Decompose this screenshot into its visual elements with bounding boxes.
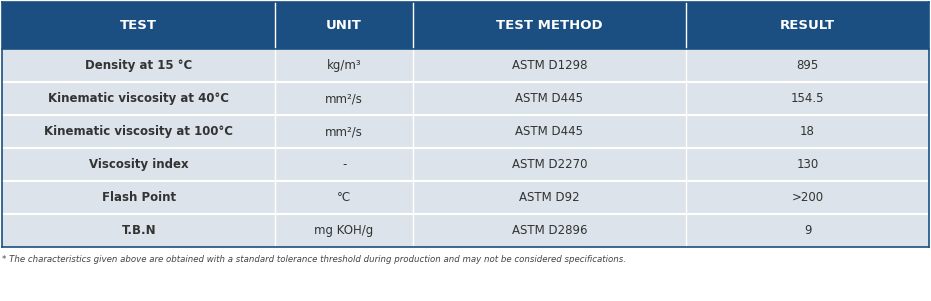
Text: TEST: TEST [120,19,157,32]
Text: Flash Point: Flash Point [101,191,176,204]
Bar [2,2,929,49]
Text: >200: >200 [791,191,824,204]
Bar [2,214,929,247]
Text: Viscosity index: Viscosity index [89,158,189,171]
Text: ASTM D92: ASTM D92 [519,191,580,204]
Bar [2,181,929,214]
Text: ASTM D1298: ASTM D1298 [512,59,587,72]
Text: ASTM D445: ASTM D445 [516,125,584,138]
Text: Kinematic viscosity at 40°C: Kinematic viscosity at 40°C [48,92,229,105]
Text: -: - [342,158,346,171]
Text: 9: 9 [803,224,811,237]
Text: 130: 130 [796,158,818,171]
Text: TEST METHOD: TEST METHOD [496,19,602,32]
Text: mm²/s: mm²/s [325,92,363,105]
Bar [2,49,929,82]
Text: ASTM D445: ASTM D445 [516,92,584,105]
Text: °C: °C [337,191,351,204]
Text: Density at 15 °C: Density at 15 °C [85,59,193,72]
Text: ASTM D2896: ASTM D2896 [512,224,587,237]
Text: * The characteristics given above are obtained with a standard tolerance thresho: * The characteristics given above are ob… [2,255,626,264]
Text: T.B.N: T.B.N [121,224,156,237]
Text: 18: 18 [800,125,815,138]
Text: Kinematic viscosity at 100°C: Kinematic viscosity at 100°C [45,125,234,138]
Text: 154.5: 154.5 [790,92,824,105]
Bar [2,82,929,115]
Text: mg KOH/g: mg KOH/g [315,224,373,237]
Text: ASTM D2270: ASTM D2270 [512,158,587,171]
Text: 895: 895 [796,59,818,72]
Text: kg/m³: kg/m³ [327,59,361,72]
Bar [2,148,929,181]
Text: mm²/s: mm²/s [325,125,363,138]
Bar [2,115,929,148]
Text: UNIT: UNIT [326,19,362,32]
Text: RESULT: RESULT [780,19,835,32]
